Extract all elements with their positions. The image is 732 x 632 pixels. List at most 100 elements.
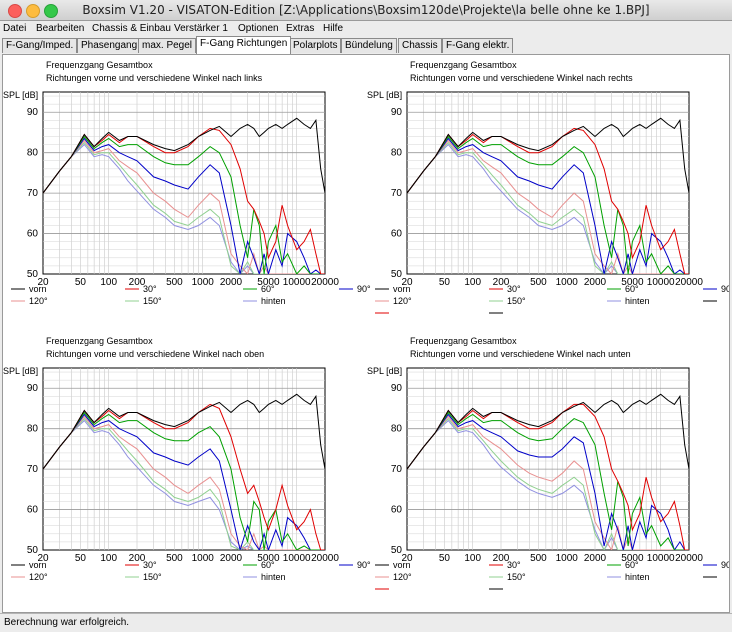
x-tick-label: 1000	[192, 553, 215, 564]
menu-chassis-einbau[interactable]: Chassis & Einbau	[92, 23, 171, 34]
tab-max-pegel[interactable]: max. Pegel	[138, 38, 197, 53]
y-tick-label: 90	[27, 383, 39, 394]
series-line-90deg	[407, 137, 689, 274]
legend-label: 30°	[143, 284, 157, 294]
legend-label: 150°	[507, 572, 526, 582]
legend-label: 150°	[143, 296, 162, 306]
x-tick-label: 100	[464, 553, 481, 564]
minimize-window-button[interactable]	[26, 4, 40, 18]
y-tick-label: 80	[27, 148, 39, 159]
legend-label: 120°	[29, 296, 48, 306]
menu-verstaerker[interactable]: Verstärker 1	[174, 23, 228, 34]
y-tick-label: 70	[27, 188, 39, 199]
series-line-hinten	[43, 143, 325, 274]
x-tick-label: 1000	[192, 277, 215, 288]
legend-label: vorn	[29, 284, 47, 294]
series-line-hinten	[407, 419, 689, 550]
legend-label: 150°	[507, 296, 526, 306]
x-tick-label: 100	[100, 553, 117, 564]
chart-subtitle: Richtungen vorne und verschiedene Winkel…	[410, 73, 633, 83]
status-bar: Berechnung war erfolgreich.	[0, 613, 732, 632]
menu-bearbeiten[interactable]: Bearbeiten	[36, 23, 85, 34]
menu-optionen[interactable]: Optionen	[238, 23, 279, 34]
x-tick-label: 2000	[584, 553, 607, 564]
series-line-hinten	[407, 143, 689, 274]
menu-extras[interactable]: Extras	[286, 23, 315, 34]
chart-panel-1: Frequenzgang Gesamtbox Richtungen vorne u…	[3, 60, 371, 306]
legend-label: 60°	[625, 284, 639, 294]
close-window-button[interactable]	[8, 4, 22, 18]
window-title: Boxsim V1.20 - VISATON-Edition [Z:\Appli…	[82, 3, 650, 17]
y-tick-label: 80	[391, 148, 403, 159]
tab-phasengang[interactable]: Phasengang	[77, 38, 142, 53]
tab-chassis[interactable]: Chassis	[398, 38, 442, 53]
x-tick-label: 10000	[283, 553, 311, 564]
series-line-30deg	[43, 127, 325, 274]
y-tick-label: 50	[27, 545, 39, 556]
legend-label: 60°	[261, 560, 275, 570]
x-tick-label: 5000	[257, 277, 280, 288]
legend-label: 30°	[507, 560, 521, 570]
x-tick-label: 100	[464, 277, 481, 288]
x-tick-label: 200	[493, 553, 510, 564]
series-line-vorn	[407, 393, 689, 470]
y-tick-label: 80	[391, 424, 403, 435]
x-tick-label: 100	[100, 277, 117, 288]
y-axis-label: SPL [dB]	[3, 90, 38, 100]
menu-hilfe[interactable]: Hilfe	[323, 23, 344, 34]
y-tick-label: 90	[391, 107, 403, 118]
y-tick-label: 60	[27, 229, 39, 240]
legend-label: 90°	[721, 560, 729, 570]
series-line-120deg	[407, 415, 689, 550]
x-tick-label: 50	[439, 553, 451, 564]
series-line-30deg	[407, 127, 689, 274]
x-tick-label: 20	[37, 277, 49, 288]
y-tick-label: 50	[391, 545, 403, 556]
series-line-vorn	[43, 393, 325, 470]
x-tick-label: 5000	[621, 553, 644, 564]
x-tick-label: 500	[166, 553, 183, 564]
x-tick-label: 200	[493, 277, 510, 288]
x-tick-label: 5000	[621, 277, 644, 288]
maximize-window-button[interactable]	[44, 4, 58, 18]
chart-panel-4: Frequenzgang Gesamtbox Richtungen vorne u…	[367, 336, 732, 590]
y-tick-label: 60	[391, 229, 403, 240]
y-tick-label: 60	[27, 505, 39, 516]
legend-label: 60°	[261, 284, 275, 294]
y-tick-label: 70	[27, 464, 39, 475]
y-axis-label: SPL [dB]	[367, 90, 402, 100]
plot-frame	[42, 367, 326, 551]
x-tick-label: 200	[129, 277, 146, 288]
chart-canvas: Frequenzgang Gesamtbox Richtungen vorne u…	[3, 60, 732, 590]
series-line-90deg	[407, 413, 689, 550]
tab-buendelung[interactable]: Bündelung	[341, 38, 397, 53]
series-line-30deg	[43, 403, 325, 550]
menu-datei[interactable]: Datei	[3, 23, 27, 34]
series-line-150deg	[43, 141, 325, 274]
series-line-hinten	[43, 419, 325, 550]
x-tick-label: 20	[401, 553, 413, 564]
chart-panel-3: Frequenzgang Gesamtbox Richtungen vorne u…	[3, 336, 371, 582]
series-line-150deg	[407, 417, 689, 550]
series-line-30deg	[407, 403, 689, 550]
tab-f-gang-richtungen[interactable]: F-Gang Richtungen	[196, 36, 292, 54]
chart-subtitle: Richtungen vorne und verschiedene Winkel…	[410, 349, 631, 359]
legend-label: hinten	[261, 572, 286, 582]
legend-label: hinten	[625, 296, 650, 306]
y-tick-label: 90	[391, 383, 403, 394]
series-group	[407, 117, 689, 274]
x-tick-label: 50	[75, 553, 87, 564]
y-axis-label: SPL [dB]	[367, 366, 402, 376]
legend-label: 90°	[357, 284, 371, 294]
series-line-150deg	[43, 417, 325, 550]
y-tick-label: 60	[391, 505, 403, 516]
series-line-60deg	[407, 135, 689, 274]
series-line-150deg	[407, 141, 689, 274]
x-tick-label: 5000	[257, 553, 280, 564]
tab-f-gang-elektr[interactable]: F-Gang elektr.	[442, 38, 514, 53]
tab-f-gang-imped[interactable]: F-Gang/Imped.	[2, 38, 78, 53]
x-tick-label: 2000	[584, 277, 607, 288]
series-group	[407, 393, 689, 550]
tab-polarplots[interactable]: Polarplots	[289, 38, 342, 53]
x-tick-label: 1000	[556, 277, 579, 288]
